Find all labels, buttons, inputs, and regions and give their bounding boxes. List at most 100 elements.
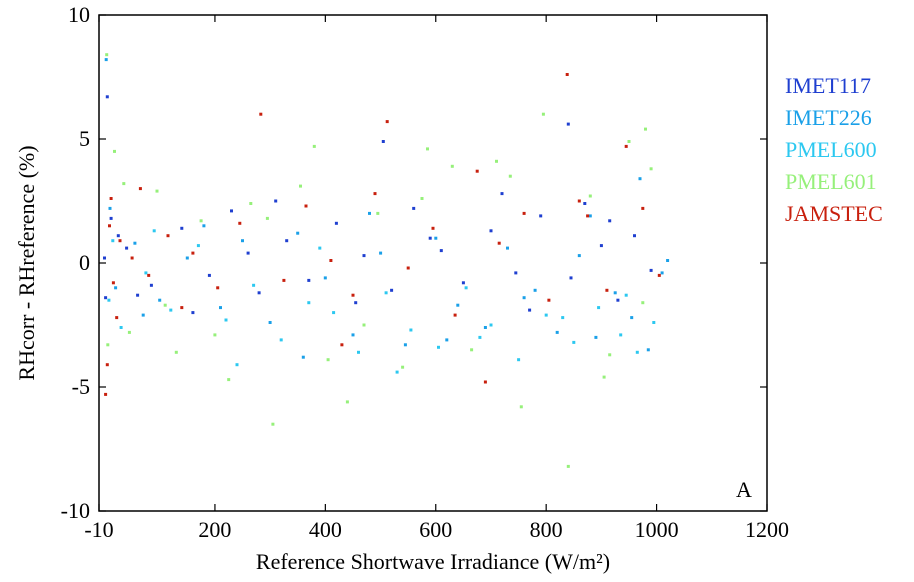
data-point-pmel600 xyxy=(169,308,173,312)
points-layer xyxy=(103,53,670,468)
data-point-imet226 xyxy=(368,211,371,215)
data-point-jamstec xyxy=(109,197,113,200)
data-point-pmel601 xyxy=(174,350,178,354)
data-point-pmel601 xyxy=(649,167,653,171)
data-point-pmel600 xyxy=(384,291,388,295)
data-point-pmel601 xyxy=(106,343,110,347)
data-point-jamstec xyxy=(351,293,355,297)
data-point-imet117 xyxy=(246,251,250,255)
x-tick-label: 1200 xyxy=(745,517,789,542)
data-point-imet226 xyxy=(351,333,355,337)
data-point-pmel601 xyxy=(566,464,570,468)
data-point-jamstec xyxy=(108,224,111,228)
data-point-imet117 xyxy=(569,276,573,280)
data-point-jamstec xyxy=(483,380,487,384)
data-point-imet226 xyxy=(158,298,162,302)
data-point-imet226 xyxy=(133,241,137,245)
data-point-pmel601 xyxy=(213,333,217,337)
data-point-imet226 xyxy=(533,288,537,292)
data-point-pmel600 xyxy=(464,286,468,290)
data-point-imet117 xyxy=(439,249,443,253)
data-point-imet226 xyxy=(268,321,272,324)
data-point-jamstec xyxy=(431,226,435,230)
data-point-pmel601 xyxy=(362,323,366,327)
data-point-pmel601 xyxy=(122,182,126,186)
data-point-pmel600 xyxy=(437,345,440,349)
data-point-jamstec xyxy=(547,298,551,302)
data-point-pmel600 xyxy=(224,318,228,322)
y-tick-label: -5 xyxy=(72,374,90,399)
data-point-imet117 xyxy=(136,293,140,297)
legend-entry-imet226: IMET226 xyxy=(785,105,872,130)
data-point-pmel601 xyxy=(127,330,131,334)
x-tick-label: -10 xyxy=(84,517,113,542)
data-point-imet226 xyxy=(506,246,509,250)
data-point-imet117 xyxy=(191,311,195,315)
data-point-pmel600 xyxy=(107,298,111,302)
data-point-imet117 xyxy=(633,234,636,238)
data-point-imet117 xyxy=(307,278,311,282)
data-point-imet226 xyxy=(522,296,526,300)
data-point-pmel601 xyxy=(627,140,631,143)
data-point-jamstec xyxy=(259,112,263,116)
data-point-jamstec xyxy=(238,221,242,225)
data-point-pmel600 xyxy=(635,350,639,354)
y-tick-label: -10 xyxy=(61,498,90,523)
data-point-jamstec xyxy=(105,363,109,367)
data-point-pmel600 xyxy=(409,328,413,332)
data-point-pmel600 xyxy=(357,350,360,354)
data-point-jamstec xyxy=(329,259,333,262)
data-point-imet226 xyxy=(483,326,487,329)
data-point-imet117 xyxy=(649,268,653,272)
data-point-pmel600 xyxy=(395,370,399,374)
data-point-pmel601 xyxy=(644,127,647,131)
data-point-jamstec xyxy=(115,316,119,320)
data-point-imet226 xyxy=(108,206,112,210)
data-point-pmel601 xyxy=(199,219,203,223)
data-point-pmel600 xyxy=(517,358,521,362)
data-point-imet117 xyxy=(539,214,543,218)
data-point-imet117 xyxy=(103,256,106,260)
data-point-pmel600 xyxy=(489,323,493,327)
data-point-imet226 xyxy=(241,239,244,243)
data-point-imet226 xyxy=(141,313,145,317)
data-point-pmel601 xyxy=(541,112,545,116)
data-point-jamstec xyxy=(522,211,526,215)
data-point-imet226 xyxy=(104,58,108,62)
data-point-imet117 xyxy=(285,239,289,243)
data-point-imet117 xyxy=(180,226,184,230)
data-point-jamstec xyxy=(373,192,377,196)
data-point-imet117 xyxy=(500,192,504,196)
data-point-pmel601 xyxy=(426,147,429,151)
data-point-pmel600 xyxy=(152,229,156,233)
x-axis-label: Reference Shortwave Irradiance (W/m²) xyxy=(256,549,610,574)
data-point-jamstec xyxy=(130,256,134,260)
data-point-jamstec xyxy=(577,199,581,203)
x-tick-label: 600 xyxy=(419,517,452,542)
data-point-imet226 xyxy=(660,271,664,275)
data-point-jamstec xyxy=(624,144,628,148)
data-point-pmel601 xyxy=(163,303,167,307)
data-point-jamstec xyxy=(406,266,410,270)
data-point-imet226 xyxy=(185,256,189,260)
y-tick-label: 0 xyxy=(79,250,90,275)
data-point-pmel600 xyxy=(307,301,311,305)
data-point-pmel601 xyxy=(113,149,116,153)
ticks-layer: -10 200 400 600 800 1000 1200 -10 -5 0 5 10 xyxy=(61,2,789,542)
data-point-imet226 xyxy=(646,348,650,352)
data-point-pmel600 xyxy=(279,338,283,342)
x-tick-label: 400 xyxy=(309,517,342,542)
data-point-imet226 xyxy=(594,335,598,339)
legend-entry-jamstec: JAMSTEC xyxy=(785,201,883,226)
data-point-pmel601 xyxy=(420,197,424,200)
data-point-jamstec xyxy=(138,187,142,191)
data-point-pmel600 xyxy=(597,306,601,310)
data-point-imet117 xyxy=(109,216,113,220)
data-point-imet117 xyxy=(104,296,108,300)
data-point-pmel600 xyxy=(478,335,482,339)
data-point-imet117 xyxy=(149,283,153,287)
data-point-jamstec xyxy=(475,169,479,173)
data-point-pmel600 xyxy=(252,283,256,287)
data-point-imet226 xyxy=(638,177,642,181)
data-point-pmel600 xyxy=(119,326,123,329)
